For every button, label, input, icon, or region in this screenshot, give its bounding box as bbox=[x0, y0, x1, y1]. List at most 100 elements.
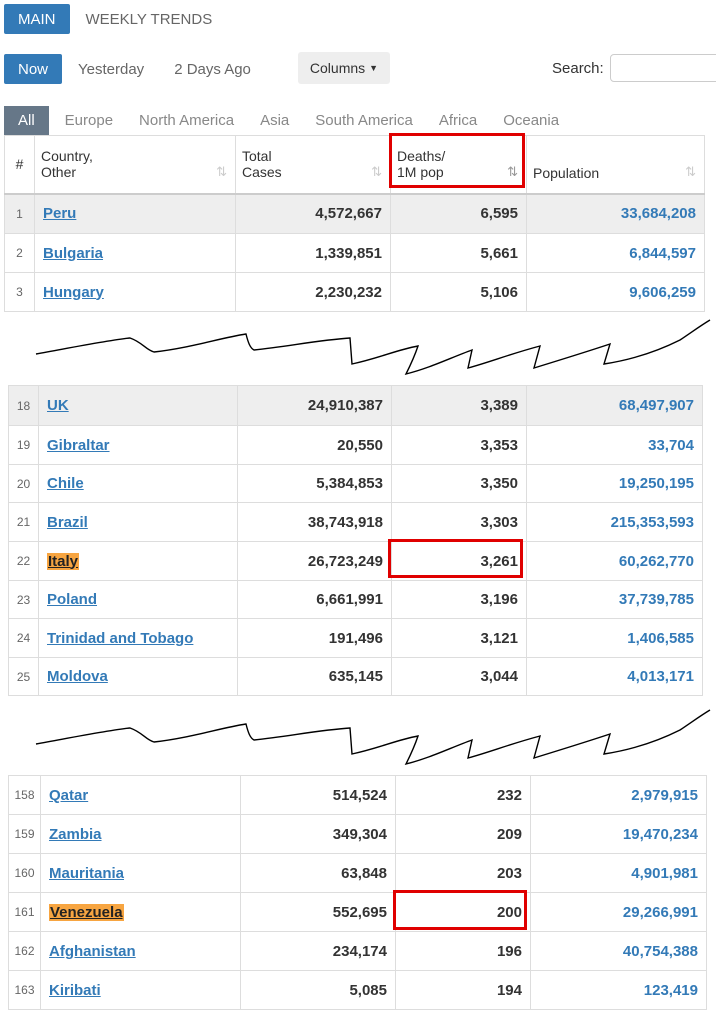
header-rank-label: # bbox=[15, 156, 24, 173]
table-row: 3 Hungary 2,230,232 5,106 9,606,259 bbox=[4, 272, 705, 312]
cell-population[interactable]: 40,754,388 bbox=[530, 931, 707, 971]
country-link[interactable]: Peru bbox=[43, 205, 77, 223]
tab-main[interactable]: MAIN bbox=[4, 4, 70, 34]
country-link[interactable]: UK bbox=[47, 397, 69, 414]
header-rank[interactable]: # bbox=[4, 135, 35, 195]
cell-rank: 18 bbox=[8, 385, 39, 426]
cell-country: Bulgaria bbox=[34, 233, 236, 273]
cell-total-cases: 24,910,387 bbox=[237, 385, 392, 426]
cell-population[interactable]: 2,979,915 bbox=[530, 775, 707, 815]
sort-desc-icon: ⇅ bbox=[507, 164, 518, 179]
cell-country: UK bbox=[38, 385, 238, 426]
header-total-cases[interactable]: Total Cases ⇅ bbox=[235, 135, 391, 195]
cell-rank: 23 bbox=[8, 580, 39, 619]
two-days-ago-button[interactable]: 2 Days Ago bbox=[174, 60, 251, 78]
table-row: 158 Qatar 514,524 232 2,979,915 bbox=[8, 775, 707, 815]
sort-icon: ⇅ bbox=[685, 164, 696, 179]
cell-population[interactable]: 68,497,907 bbox=[526, 385, 703, 426]
country-link[interactable]: Italy bbox=[47, 552, 80, 570]
cell-population[interactable]: 33,704 bbox=[526, 425, 703, 465]
country-link[interactable]: Zambia bbox=[49, 825, 102, 843]
cell-population[interactable]: 9,606,259 bbox=[526, 272, 705, 312]
cell-total-cases: 38,743,918 bbox=[237, 502, 392, 542]
region-tab-africa[interactable]: Africa bbox=[438, 112, 478, 129]
header-deaths-per-million[interactable]: Deaths/ 1M pop ⇅ bbox=[390, 135, 527, 195]
header-cases-line1: Total bbox=[242, 148, 272, 165]
cell-rank: 24 bbox=[8, 618, 39, 658]
table-row: 18 UK 24,910,387 3,389 68,497,907 bbox=[8, 385, 703, 426]
cell-population[interactable]: 4,013,171 bbox=[526, 657, 703, 696]
cell-rank: 2 bbox=[4, 233, 35, 273]
cell-population[interactable]: 19,470,234 bbox=[530, 814, 707, 854]
cell-deaths-per-million: 203 bbox=[395, 853, 531, 893]
cell-population[interactable]: 1,406,585 bbox=[526, 618, 703, 658]
cell-rank: 158 bbox=[8, 775, 41, 815]
region-tab-oceania[interactable]: Oceania bbox=[503, 112, 560, 129]
cell-deaths-per-million: 6,595 bbox=[390, 193, 527, 234]
cell-total-cases: 2,230,232 bbox=[235, 272, 391, 312]
country-link[interactable]: Venezuela bbox=[49, 903, 124, 921]
cell-deaths-per-million: 232 bbox=[395, 775, 531, 815]
sort-icon: ⇅ bbox=[216, 164, 227, 179]
cell-total-cases: 514,524 bbox=[240, 775, 396, 815]
cell-population[interactable]: 29,266,991 bbox=[530, 892, 707, 932]
cell-country: Italy bbox=[38, 541, 238, 581]
country-link[interactable]: Hungary bbox=[43, 283, 104, 301]
cell-population[interactable]: 60,262,770 bbox=[526, 541, 703, 581]
annotation-box-italy-deaths bbox=[388, 539, 523, 578]
columns-button[interactable]: Columns ▼ bbox=[298, 52, 390, 84]
cell-population[interactable]: 215,353,593 bbox=[526, 502, 703, 542]
cell-total-cases: 552,695 bbox=[240, 892, 396, 932]
covid-table-middle: 18 UK 24,910,387 3,389 68,497,907 19 Gibraltar… bbox=[8, 385, 703, 696]
region-tab-south-america[interactable]: South America bbox=[315, 112, 413, 129]
cell-deaths-per-million: 5,106 bbox=[390, 272, 527, 312]
search-input[interactable] bbox=[610, 54, 716, 82]
table-row: 1 Peru 4,572,667 6,595 33,684,208 bbox=[4, 193, 705, 234]
yesterday-button[interactable]: Yesterday bbox=[78, 60, 145, 78]
cell-population[interactable]: 4,901,981 bbox=[530, 853, 707, 893]
cell-rank: 163 bbox=[8, 970, 41, 1010]
country-link[interactable]: Chile bbox=[47, 475, 84, 492]
country-link[interactable]: Poland bbox=[47, 591, 98, 608]
cell-total-cases: 349,304 bbox=[240, 814, 396, 854]
cell-population[interactable]: 37,739,785 bbox=[526, 580, 703, 619]
cell-total-cases: 191,496 bbox=[237, 618, 392, 658]
table-row: 160 Mauritania 63,848 203 4,901,981 bbox=[8, 853, 707, 893]
region-tab-north-america[interactable]: North America bbox=[139, 112, 235, 129]
country-link[interactable]: Trinidad and Tobago bbox=[47, 629, 194, 647]
cell-population[interactable]: 6,844,597 bbox=[526, 233, 705, 273]
country-link[interactable]: Qatar bbox=[49, 786, 89, 804]
cell-total-cases: 6,661,991 bbox=[237, 580, 392, 619]
region-tab-all[interactable]: All bbox=[4, 106, 49, 135]
country-link[interactable]: Moldova bbox=[47, 668, 108, 685]
cell-deaths-per-million: 5,661 bbox=[390, 233, 527, 273]
cell-total-cases: 20,550 bbox=[237, 425, 392, 465]
header-country-line1: Country, bbox=[41, 148, 93, 165]
cell-deaths-per-million: 3,121 bbox=[391, 618, 527, 658]
cell-total-cases: 1,339,851 bbox=[235, 233, 391, 273]
annotation-box-venezuela-deaths bbox=[393, 890, 527, 930]
country-link[interactable]: Gibraltar bbox=[47, 436, 110, 454]
header-population[interactable]: Population ⇅ bbox=[526, 135, 705, 195]
header-country-line2: Other bbox=[41, 164, 77, 181]
country-link[interactable]: Brazil bbox=[47, 513, 88, 531]
cell-population[interactable]: 123,419 bbox=[530, 970, 707, 1010]
region-tab-asia[interactable]: Asia bbox=[260, 112, 290, 129]
cell-rank: 161 bbox=[8, 892, 41, 932]
country-link[interactable]: Bulgaria bbox=[43, 244, 104, 262]
scroll-break-squiggle bbox=[35, 319, 711, 376]
now-button[interactable]: Now bbox=[4, 54, 63, 84]
cell-population[interactable]: 19,250,195 bbox=[526, 464, 703, 503]
country-link[interactable]: Afghanistan bbox=[49, 942, 136, 960]
cell-population[interactable]: 33,684,208 bbox=[526, 193, 705, 234]
country-link[interactable]: Kiribati bbox=[49, 981, 101, 999]
country-link[interactable]: Mauritania bbox=[49, 864, 125, 882]
cell-deaths-per-million: 3,350 bbox=[391, 464, 527, 503]
header-country[interactable]: Country, Other ⇅ bbox=[34, 135, 236, 195]
cell-country: Kiribati bbox=[40, 970, 241, 1010]
tab-weekly-trends[interactable]: WEEKLY TRENDS bbox=[85, 10, 213, 28]
cell-country: Trinidad and Tobago bbox=[38, 618, 238, 658]
table-row: 159 Zambia 349,304 209 19,470,234 bbox=[8, 814, 707, 854]
region-tab-europe[interactable]: Europe bbox=[64, 112, 114, 129]
cell-deaths-per-million: 3,196 bbox=[391, 580, 527, 619]
